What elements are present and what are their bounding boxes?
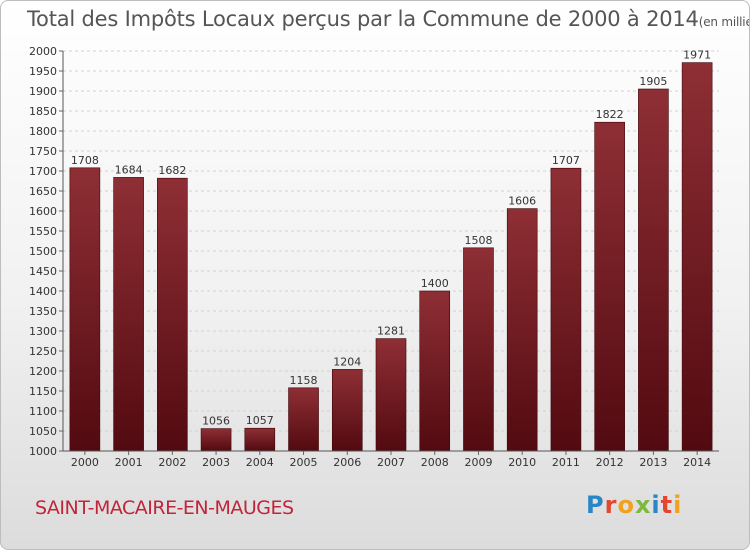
x-tick-label: 2002 (158, 456, 186, 469)
bar (594, 121, 625, 452)
y-tick-label: 2000 (29, 45, 57, 58)
y-tick-label: 1250 (29, 345, 57, 358)
bar (506, 208, 538, 452)
bar-value-label: 1400 (421, 277, 449, 290)
y-tick-label: 1750 (29, 145, 57, 158)
bar (288, 387, 319, 452)
y-tick-label: 1950 (29, 65, 57, 78)
y-tick-label: 1600 (29, 205, 57, 218)
axes: 1000 1050 1100 1150 1200 1250 1300 1350 1400 1450… (29, 45, 719, 469)
x-tick-label: 2014 (683, 456, 711, 469)
x-tick-label: 2000 (71, 456, 99, 469)
x-tick-label: 2013 (639, 456, 667, 469)
y-tick-label: 1400 (29, 285, 57, 298)
bar-value-label: 1684 (115, 163, 143, 176)
bar-value-label: 1708 (71, 154, 99, 167)
bar-value-label: 1057 (246, 414, 274, 427)
bar-value-label: 1905 (639, 75, 667, 88)
bar (200, 428, 232, 452)
commune-name: SAINT-MACAIRE-EN-MAUGES (35, 497, 294, 519)
x-tick-label: 2004 (246, 456, 274, 469)
x-tick-label: 2006 (333, 456, 361, 469)
bar (69, 167, 101, 452)
bar (550, 167, 582, 452)
x-tick-label: 2011 (552, 456, 580, 469)
y-tick-label: 1800 (29, 125, 57, 138)
bar (331, 369, 363, 452)
x-tick-label: 2005 (290, 456, 318, 469)
bar-value-label: 1281 (377, 325, 405, 338)
y-tick-label: 1350 (29, 305, 57, 318)
bar-value-label: 1204 (333, 355, 361, 368)
x-tick-label: 2009 (464, 456, 492, 469)
y-tick-label: 1650 (29, 185, 57, 198)
y-tick-label: 1050 (29, 425, 57, 438)
y-tick-label: 1100 (29, 405, 57, 418)
bar-value-label: 1606 (508, 195, 536, 208)
y-tick-label: 1700 (29, 165, 57, 178)
chart-title: Total des Impôts Locaux perçus par la Co… (27, 7, 749, 31)
x-tick-label: 2007 (377, 456, 405, 469)
bar (463, 247, 494, 452)
bar-value-label: 1056 (202, 415, 230, 428)
bar (419, 290, 451, 452)
bar-value-label: 1971 (683, 49, 711, 62)
bar-value-label: 1158 (290, 374, 318, 387)
y-tick-label: 1850 (29, 105, 57, 118)
x-tick-label: 2010 (508, 456, 536, 469)
bar (638, 88, 669, 452)
bar (113, 177, 144, 452)
y-tick-label: 1300 (29, 325, 57, 338)
y-tick-label: 1900 (29, 85, 57, 98)
y-tick-label: 1550 (29, 225, 57, 238)
x-tick-label: 2008 (421, 456, 449, 469)
y-tick-label: 1000 (29, 445, 57, 458)
y-tick-label: 1450 (29, 265, 57, 278)
bar-value-label: 1682 (158, 164, 186, 177)
y-tick-label: 1500 (29, 245, 57, 258)
chart-title-unit: (en milliers d'€) (698, 15, 749, 29)
bar-value-label: 1508 (464, 234, 492, 247)
chart-title-text: Total des Impôts Locaux perçus par la Co… (27, 7, 699, 31)
bar (681, 62, 713, 452)
bar-value-label: 1822 (596, 108, 624, 121)
bar-value-label: 1707 (552, 154, 580, 167)
bar (157, 177, 188, 452)
x-tick-label: 2012 (596, 456, 624, 469)
bars: 1708 1684 1682 1056 1057 1158 1204 1281 1400 1508… (69, 49, 713, 452)
bar (375, 338, 407, 452)
proxiti-logo: Proxiti (586, 491, 683, 519)
bar (244, 427, 276, 452)
y-tick-label: 1150 (29, 385, 57, 398)
x-tick-label: 2003 (202, 456, 230, 469)
y-tick-label: 1200 (29, 365, 57, 378)
x-tick-label: 2001 (115, 456, 143, 469)
